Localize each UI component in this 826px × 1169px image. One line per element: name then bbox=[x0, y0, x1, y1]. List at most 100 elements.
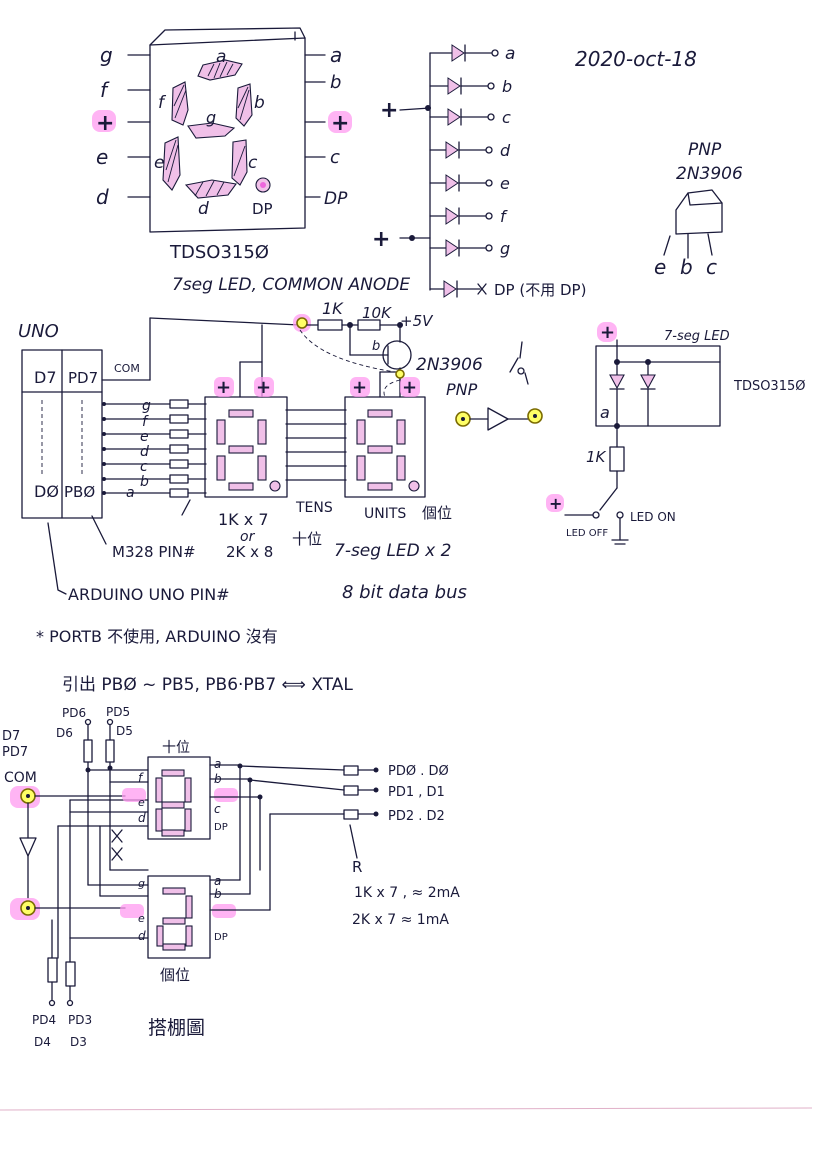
anode-plus-top: + bbox=[380, 98, 398, 123]
tens-display: + + bbox=[204, 324, 288, 498]
diode-row-b bbox=[429, 77, 495, 95]
bt-pin-dp: DP bbox=[214, 822, 228, 833]
uno-pd7: PD7 bbox=[68, 369, 98, 387]
module-pin-d: d bbox=[96, 185, 109, 209]
units-plus-right: + bbox=[402, 377, 417, 398]
anode-out-g: g bbox=[500, 239, 510, 258]
bottom-com: COM bbox=[4, 770, 37, 786]
bus-pin-b: b bbox=[140, 474, 149, 490]
tens-plus-left: + bbox=[216, 377, 231, 398]
bottom-d5: D5 bbox=[116, 724, 133, 738]
anode-diagram: + + bbox=[372, 44, 586, 299]
units-plus-left: + bbox=[352, 377, 367, 398]
led-part-number: TDSO315Ø bbox=[169, 242, 269, 263]
pnp-pin-c: c bbox=[706, 255, 717, 279]
bu-pin-g: g bbox=[138, 877, 145, 890]
bt-pin-e: e bbox=[138, 796, 145, 809]
bottom-units-display: a b DP g e d 個位 bbox=[120, 874, 236, 984]
single-led-on: LED ON bbox=[630, 510, 676, 524]
bus-caption: 8 bit data bus bbox=[342, 582, 467, 603]
seg-letter-d: d bbox=[198, 199, 209, 219]
m328-caption: M328 PIN# bbox=[112, 543, 196, 561]
bu-pin-a: a bbox=[214, 874, 221, 888]
pnp-part: 2N3906 bbox=[676, 164, 743, 184]
bu-pin-d: d bbox=[138, 929, 146, 943]
module-dp-label: DP bbox=[252, 200, 273, 218]
bottom-units-cn: 個位 bbox=[160, 966, 190, 984]
single-led-diagram: 7-seg LED + a TDSO315Ø 1K + LED OFF L bbox=[546, 322, 805, 545]
single-led-off: LED OFF bbox=[566, 528, 608, 539]
note-line-2: 引出 PBØ ~ PB5, PB6·PB7 ⟺ XTAL bbox=[62, 675, 353, 695]
diode-row-g bbox=[429, 239, 493, 257]
bottom-d7: D7 bbox=[2, 729, 20, 744]
tens-plus-right: + bbox=[256, 377, 271, 398]
bottom-tens-cn: 十位 bbox=[162, 740, 190, 756]
bottom-pd5: PD5 bbox=[106, 705, 130, 719]
anode-out-c: c bbox=[502, 108, 511, 127]
bottom-d3: D3 bbox=[70, 1035, 87, 1049]
uno-d0: DØ bbox=[34, 482, 59, 501]
led-module-left-pins: g f + e d bbox=[92, 43, 151, 209]
pnp-label: PNP bbox=[688, 140, 722, 160]
display-caption: 7-seg LED x 2 bbox=[334, 541, 451, 561]
bottom-d4: D4 bbox=[34, 1035, 51, 1049]
uno-d7: D7 bbox=[34, 368, 57, 387]
bt-pin-a: a bbox=[214, 757, 221, 771]
bus-pin-g: g bbox=[142, 398, 151, 414]
transistor-label: 2N3906 bbox=[416, 355, 483, 375]
module-pin-e: e bbox=[96, 145, 108, 169]
bottom-left-labels: D7 PD7 COM PD6 D6 PD5 D5 bbox=[2, 705, 133, 786]
seg-letter-b: b bbox=[254, 93, 265, 113]
bt-pin-d: d bbox=[138, 811, 146, 825]
bottom-pd-labels: PD4 D4 PD3 D3 bbox=[32, 1013, 92, 1049]
bus-pin-e: e bbox=[140, 429, 149, 445]
single-led-part: TDSO315Ø bbox=[733, 379, 805, 394]
anode-plus-bottom: + bbox=[372, 227, 390, 252]
pnp-pin-b: b bbox=[680, 255, 693, 279]
bottom-pd6: PD6 bbox=[62, 706, 86, 720]
pnp-package: PNP 2N3906 e b c bbox=[654, 140, 743, 279]
segment-bus-lines: g f e d c b a bbox=[102, 398, 347, 501]
seg-letter-a: a bbox=[216, 47, 226, 67]
single-led-plus: + bbox=[600, 322, 615, 343]
out-pd2: PD2 . D2 bbox=[388, 809, 445, 824]
anode-out-f: f bbox=[500, 207, 508, 226]
bu-pin-dp: DP bbox=[214, 932, 228, 943]
bottom-tens-display: 十位 a b c DP f e d bbox=[122, 740, 238, 840]
footer-label: 搭棚圖 bbox=[148, 1017, 205, 1039]
module-pin-f: f bbox=[100, 78, 110, 102]
r-note-2: 2K x 7 ≈ 1mA bbox=[352, 912, 449, 928]
pnp-symbol: PNP bbox=[446, 380, 543, 431]
bottom-wiring bbox=[10, 718, 149, 1007]
bus-pin-c: c bbox=[140, 459, 148, 475]
seg-letter-c: c bbox=[248, 153, 258, 173]
pnp-word: PNP bbox=[446, 380, 478, 399]
tens-cn: 十位 bbox=[292, 530, 322, 548]
res-top2-label: 10K bbox=[362, 304, 392, 322]
uno-pd0: PBØ bbox=[64, 483, 95, 501]
bottom-output-bus: PDØ . DØ PD1 , D1 PD2 . D2 R 1K x 7 , ≈ … bbox=[209, 763, 460, 928]
anode-out-b: b bbox=[502, 77, 512, 96]
r-label: R bbox=[352, 858, 362, 876]
diode-row-e bbox=[429, 174, 493, 192]
note-line-1: * PORTB 不使用, ARDUINO 沒有 bbox=[36, 627, 278, 646]
diode-row-c bbox=[429, 108, 495, 126]
bottom-d6: D6 bbox=[56, 726, 73, 740]
out-pd0: PDØ . DØ bbox=[388, 764, 449, 779]
anode-out-a: a bbox=[505, 44, 515, 64]
page-edge bbox=[0, 1107, 813, 1111]
module-pin-g: g bbox=[100, 43, 113, 67]
res-top-label: 1K bbox=[322, 299, 344, 318]
bt-pin-f: f bbox=[138, 771, 144, 785]
seg-letter-e: e bbox=[154, 153, 164, 173]
led-module-segment-letters: a b c d e f g DP bbox=[154, 47, 273, 219]
seg-letter-f: f bbox=[158, 93, 167, 113]
anode-out-dp: DP (不用 DP) bbox=[494, 281, 586, 299]
led-module-right-pins: a b + c DP bbox=[304, 43, 352, 209]
units-cn: 個位 bbox=[422, 504, 452, 522]
resistor-alt: 2K x 8 bbox=[226, 543, 273, 561]
uno-block: UNO D7 PD7 DØ PBØ COM bbox=[18, 317, 301, 519]
module-pin-c: c bbox=[330, 147, 340, 168]
units-label: UNITS bbox=[364, 506, 406, 522]
